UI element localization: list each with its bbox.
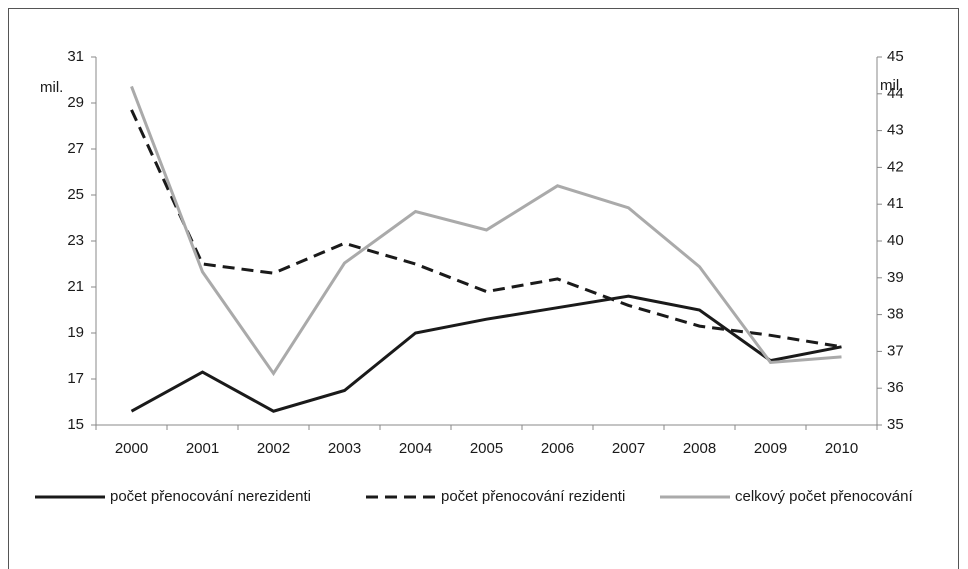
series-line [130,294,842,413]
y-tick-label: 31 [67,48,84,65]
legend-label: celkový počet přenocování [735,488,913,505]
x-tick-label: 2002 [257,440,290,457]
y-tick-label: 23 [67,232,84,249]
y2-tick-label: 39 [887,269,904,286]
x-tick-label: 2009 [754,440,787,457]
y2-tick-label: 35 [887,416,904,433]
y-axis-label: mil. [40,79,63,96]
y-tick-label: 19 [67,324,84,341]
y2-tick-label: 36 [887,379,904,396]
x-tick-label: 2003 [328,440,361,457]
y2-tick-label: 45 [887,48,904,65]
y2-tick-label: 41 [887,195,904,212]
y2-tick-label: 37 [887,342,904,359]
x-tick-label: 2004 [399,440,432,457]
x-tick-label: 2001 [186,440,219,457]
series-line [130,109,842,349]
y-tick-label: 15 [67,416,84,433]
y-tick-label: 29 [67,94,84,111]
y2-tick-label: 42 [887,158,904,175]
x-tick-label: 2008 [683,440,716,457]
legend-label: počet přenocování nerezidenti [110,488,311,505]
x-tick-label: 2007 [612,440,645,457]
y-tick-label: 21 [67,278,84,295]
y2-tick-label: 43 [887,122,904,139]
y2-tick-label: 44 [887,85,904,102]
y-tick-label: 25 [67,186,84,203]
y2-tick-label: 40 [887,232,904,249]
x-tick-label: 2000 [115,440,148,457]
y-tick-label: 17 [67,370,84,387]
y2-tick-label: 38 [887,306,904,323]
y2-axis-label: mil. [880,77,903,94]
x-tick-label: 2005 [470,440,503,457]
x-tick-label: 2006 [541,440,574,457]
y-tick-label: 27 [67,140,84,157]
x-tick-label: 2010 [825,440,858,457]
legend-label: počet přenocování rezidenti [441,488,625,505]
series-line [130,85,842,377]
frame [8,8,959,569]
